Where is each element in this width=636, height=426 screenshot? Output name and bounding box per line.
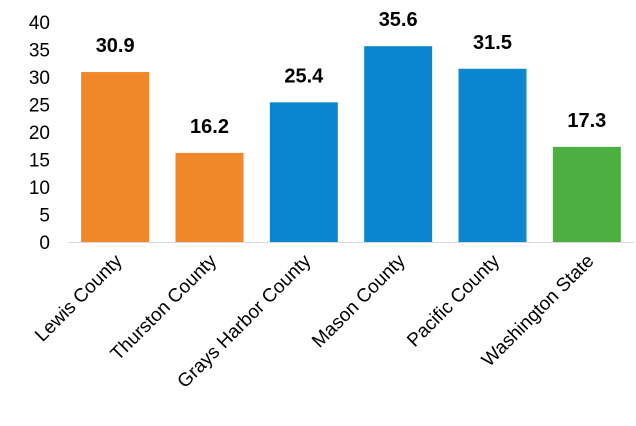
bar [81,72,150,242]
category-label: Lewis County [31,250,127,346]
data-label: 25.4 [284,65,324,87]
data-labels: 30.9 16.2 25.4 35.6 31.5 17.3 [96,9,607,138]
y-tick-label: 10 [29,178,50,199]
y-tick-label: 15 [29,151,50,172]
y-tick-label: 20 [29,123,50,144]
category-label: Mason County [308,250,410,352]
data-label: 16.2 [190,116,229,138]
bar [269,102,338,242]
bar [175,152,244,242]
bar [364,46,433,243]
data-label: 17.3 [567,110,606,132]
y-tick-label: 40 [29,13,50,34]
data-label: 35.6 [379,9,418,31]
data-label: 31.5 [473,32,512,54]
bar [458,68,527,242]
bar [552,146,621,242]
bars [81,46,621,243]
y-tick-label: 30 [29,68,50,89]
category-label: Pacific County [403,250,504,351]
data-label: 30.9 [96,35,135,57]
y-tick-label: 0 [39,233,50,254]
y-axis-ticks: 0 5 10 15 20 25 30 35 40 [29,13,50,254]
y-tick-label: 25 [29,96,50,117]
y-tick-label: 5 [39,206,50,227]
y-tick-label: 35 [29,41,50,62]
